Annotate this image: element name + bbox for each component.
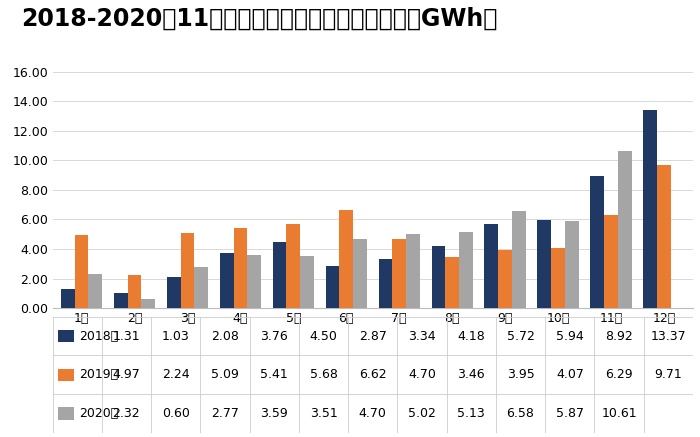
Text: 5.41: 5.41 [260, 368, 288, 381]
Text: 3.59: 3.59 [260, 407, 288, 420]
Text: 3.95: 3.95 [507, 368, 534, 381]
Text: 6.58: 6.58 [507, 407, 535, 420]
Text: 4.70: 4.70 [408, 368, 436, 381]
Text: 10.61: 10.61 [601, 407, 637, 420]
Text: 6.62: 6.62 [359, 368, 386, 381]
Text: 2.77: 2.77 [211, 407, 239, 420]
Bar [551, 248, 565, 308]
Bar [326, 266, 340, 308]
Text: 3.46: 3.46 [458, 368, 485, 381]
Text: 3.76: 3.76 [260, 329, 288, 343]
Text: 2018年: 2018年 [80, 329, 119, 343]
Text: 2.08: 2.08 [211, 329, 239, 343]
Text: 13.37: 13.37 [650, 329, 686, 343]
Bar [392, 239, 406, 308]
Bar [406, 234, 420, 308]
Text: 2.87: 2.87 [359, 329, 386, 343]
FancyBboxPatch shape [58, 330, 74, 342]
Text: 3.51: 3.51 [309, 407, 337, 420]
Text: 5.87: 5.87 [556, 407, 584, 420]
FancyBboxPatch shape [58, 368, 74, 381]
Bar [512, 211, 526, 308]
Bar [300, 256, 314, 308]
Bar [247, 255, 261, 308]
Bar [234, 228, 247, 308]
Text: 4.70: 4.70 [359, 407, 386, 420]
Text: 5.13: 5.13 [457, 407, 485, 420]
Bar [354, 239, 367, 308]
Bar [565, 221, 579, 308]
Bar [114, 293, 127, 308]
Bar [286, 224, 300, 308]
Bar [88, 274, 102, 308]
Text: 2018-2020年11月我国动力电池月度装车量数据（GWh）: 2018-2020年11月我国动力电池月度装车量数据（GWh） [21, 7, 498, 31]
Text: 2.32: 2.32 [113, 407, 140, 420]
Bar [220, 253, 234, 308]
Text: 8.92: 8.92 [606, 329, 633, 343]
Bar [459, 232, 473, 308]
Text: 9.71: 9.71 [654, 368, 682, 381]
Text: 5.68: 5.68 [309, 368, 337, 381]
FancyBboxPatch shape [58, 407, 74, 420]
Bar [618, 151, 631, 308]
Text: 5.94: 5.94 [556, 329, 584, 343]
Bar [127, 275, 141, 308]
Bar [61, 289, 75, 308]
Bar [273, 242, 286, 308]
Bar [538, 220, 551, 308]
Text: 4.50: 4.50 [309, 329, 337, 343]
Text: 0.60: 0.60 [162, 407, 190, 420]
Text: 2.24: 2.24 [162, 368, 190, 381]
Bar [498, 250, 512, 308]
Text: 5.02: 5.02 [408, 407, 436, 420]
Bar [181, 233, 195, 308]
Bar [379, 259, 392, 308]
Text: 4.97: 4.97 [113, 368, 140, 381]
Text: 5.72: 5.72 [507, 329, 535, 343]
Bar [167, 277, 181, 308]
Text: 4.18: 4.18 [457, 329, 485, 343]
Bar [431, 246, 445, 308]
Text: 1.03: 1.03 [162, 329, 190, 343]
Bar [75, 235, 88, 308]
Text: 4.07: 4.07 [556, 368, 584, 381]
Bar [590, 176, 604, 308]
Text: 3.34: 3.34 [408, 329, 436, 343]
Bar [340, 210, 354, 308]
Bar [141, 299, 155, 308]
Bar [445, 257, 459, 308]
Text: 6.29: 6.29 [606, 368, 633, 381]
Text: 5.09: 5.09 [211, 368, 239, 381]
Bar [604, 215, 618, 308]
Bar [484, 224, 498, 308]
Bar [643, 111, 657, 308]
Text: 2019年: 2019年 [80, 368, 119, 381]
Bar [657, 165, 671, 308]
Text: 2020年: 2020年 [80, 407, 119, 420]
Text: 1.31: 1.31 [113, 329, 140, 343]
Bar [195, 267, 208, 308]
